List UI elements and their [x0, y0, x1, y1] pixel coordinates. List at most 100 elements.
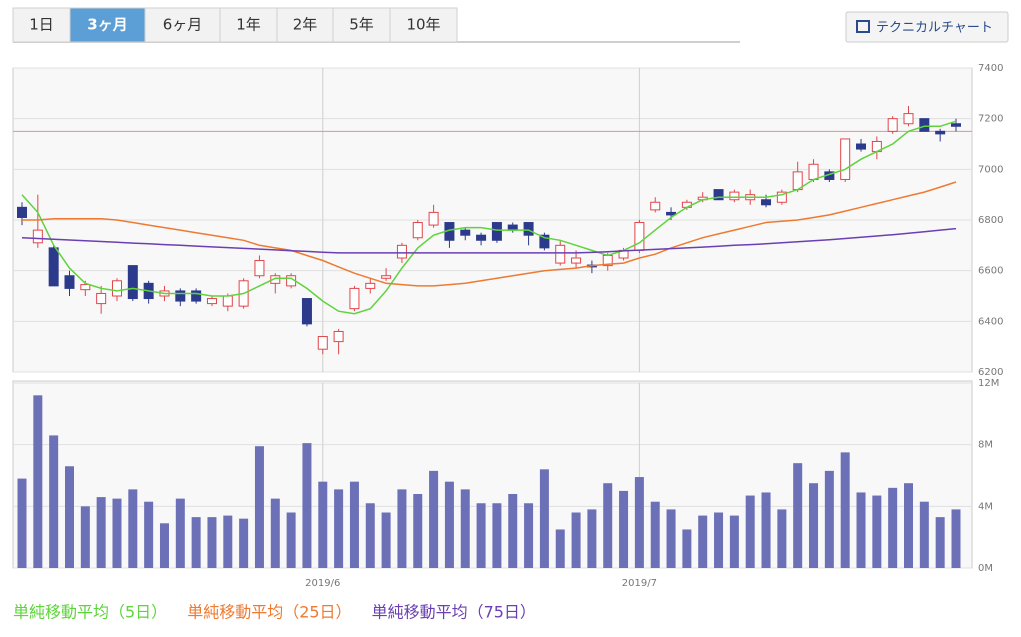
period-tab-label[interactable]: 5年 [349, 16, 374, 34]
volume-bar [112, 498, 122, 568]
period-tab[interactable] [144, 7, 221, 43]
volume-bar [254, 446, 264, 568]
period-tab[interactable] [332, 7, 391, 43]
volume-bar [33, 395, 43, 568]
volume-bar [888, 487, 898, 568]
moving-average-line [21, 227, 957, 254]
candle-body [776, 191, 787, 203]
volume-bar [856, 492, 866, 568]
candle-body [650, 201, 661, 211]
volume-bar [239, 518, 249, 568]
candle-body [48, 247, 59, 287]
y-tick-label: 12M [978, 378, 999, 389]
candle-body [301, 298, 312, 325]
volume-bar [840, 452, 850, 568]
volume-bar [508, 494, 518, 568]
candle-body [523, 222, 534, 236]
volume-bar [571, 512, 581, 568]
technical-chart-button[interactable] [845, 11, 1009, 43]
candle-body [729, 191, 740, 201]
volume-bar [904, 483, 914, 568]
candle-body [365, 282, 376, 289]
candle-body [476, 234, 487, 241]
candle-body [111, 280, 122, 297]
volume-bar [318, 481, 328, 568]
candle-body [333, 330, 344, 343]
period-tab[interactable] [389, 7, 458, 43]
period-tab-label[interactable]: 3ヶ月 [87, 16, 127, 34]
candle-body [856, 143, 867, 150]
candle-body [254, 260, 265, 277]
candle-body [175, 290, 186, 302]
x-tick-label: 2019/7 [622, 578, 657, 589]
candle-body [713, 189, 724, 201]
volume-bar [555, 529, 565, 568]
candle-body [491, 222, 502, 241]
volume-bar [524, 503, 534, 568]
moving-average-line [21, 120, 957, 315]
volume-bar [429, 470, 439, 568]
volume-bar [334, 489, 344, 568]
candle-body [761, 199, 772, 206]
candle-body [951, 123, 961, 127]
volume-bar [603, 483, 613, 568]
y-tick-label: 6800 [978, 215, 1003, 226]
candle-body [903, 113, 914, 125]
volume-bar [144, 501, 154, 568]
candle-body [96, 292, 107, 305]
candle-body [381, 275, 392, 279]
candle-body [32, 229, 43, 244]
y-tick-label: 6200 [978, 367, 1003, 378]
x-tick-label: 2019/6 [305, 578, 340, 589]
volume-bar [698, 515, 708, 568]
volume-bar [745, 495, 755, 568]
period-tab-label[interactable]: 1年 [236, 16, 261, 34]
volume-bar [175, 498, 185, 568]
volume-bar [761, 492, 771, 568]
volume-bar [128, 489, 138, 568]
candle-body [808, 163, 819, 180]
y-tick-label: 8M [978, 440, 993, 451]
candle-body [412, 222, 423, 239]
candle-body [840, 138, 851, 180]
volume-bar [793, 463, 803, 568]
y-tick-label: 0M [978, 563, 993, 574]
period-tab-label[interactable]: 10年 [406, 16, 440, 34]
legend-entry: 単純移動平均（75日） [372, 603, 536, 622]
candle-body [428, 211, 439, 226]
candle-body [460, 229, 471, 236]
y-tick-label: 7200 [978, 114, 1003, 125]
button-label[interactable]: テクニカルチャート [876, 21, 993, 36]
candle-body [634, 222, 645, 251]
candle-body [80, 284, 91, 291]
volume-bar [919, 501, 929, 568]
candle-body [349, 287, 360, 310]
volume-bar [666, 509, 676, 568]
volume-bar [587, 509, 597, 568]
volume-bar [96, 497, 106, 568]
candle-body [935, 130, 946, 135]
period-tab-label[interactable]: 1日 [29, 16, 54, 34]
volume-bar [17, 478, 27, 568]
volume-bar [619, 490, 629, 568]
moving-average-line [22, 181, 957, 287]
candle-body [222, 295, 233, 307]
volume-bar [207, 517, 217, 568]
period-tab-label[interactable]: 2年 [293, 16, 318, 34]
volume-bar [460, 489, 470, 568]
volume-bar [270, 498, 280, 568]
candle-body [539, 234, 550, 249]
volume-bar [714, 512, 724, 568]
volume-bar [492, 503, 502, 568]
volume-bar [539, 469, 549, 568]
candle-body [270, 275, 281, 284]
volume-bar [935, 517, 945, 568]
volume-bar [951, 509, 961, 568]
y-tick-label: 7000 [978, 164, 1003, 175]
candle-body [555, 244, 566, 264]
candle-body [206, 298, 217, 305]
candle-body [127, 265, 138, 300]
volume-bar [413, 494, 423, 568]
period-tab-label[interactable]: 6ヶ月 [163, 16, 203, 34]
